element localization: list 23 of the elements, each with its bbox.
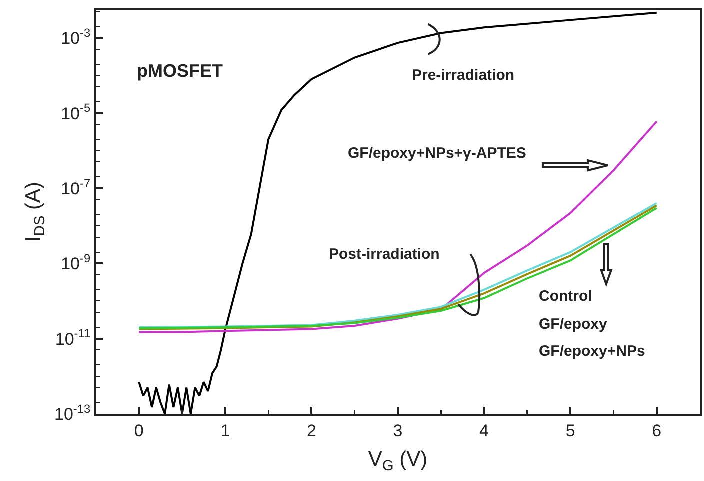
y-tick-label: 10$^{-9}$ bbox=[61, 251, 91, 274]
line-series bbox=[138, 120, 658, 334]
y-tick-label: 10$^{-11}$ bbox=[55, 326, 91, 349]
y-tick-label: 10$^{-13}$ bbox=[54, 402, 91, 424]
x-tick-label: 5 bbox=[566, 421, 576, 440]
x-tick-label: 6 bbox=[652, 421, 662, 440]
y-tick-label: 10$^{-5}$ bbox=[61, 101, 91, 124]
annotation: GF/epoxy bbox=[539, 316, 608, 333]
x-axis-title: V$_{G}$ (V) bbox=[368, 448, 428, 475]
x-tick-label: 0 bbox=[134, 421, 144, 440]
annotation: GF/epoxy+NPs+γ-APTES bbox=[348, 145, 526, 162]
line-series bbox=[138, 12, 658, 414]
x-tick-label: 1 bbox=[220, 421, 230, 440]
annotation: Control bbox=[539, 288, 592, 305]
annotation: Pre-irradiation bbox=[412, 67, 515, 84]
annotation: GF/epoxy+NPs bbox=[539, 343, 646, 360]
x-tick-label: 2 bbox=[306, 421, 316, 440]
x-tick-label: 3 bbox=[393, 421, 403, 440]
x-tick-label: 4 bbox=[480, 421, 490, 440]
y-tick-label: 10$^{-7}$ bbox=[61, 176, 91, 198]
y-tick-label: 10$^{-3}$ bbox=[61, 26, 91, 48]
annotation: pMOSFET bbox=[137, 61, 223, 81]
annotation: Post-irradiation bbox=[329, 246, 440, 263]
